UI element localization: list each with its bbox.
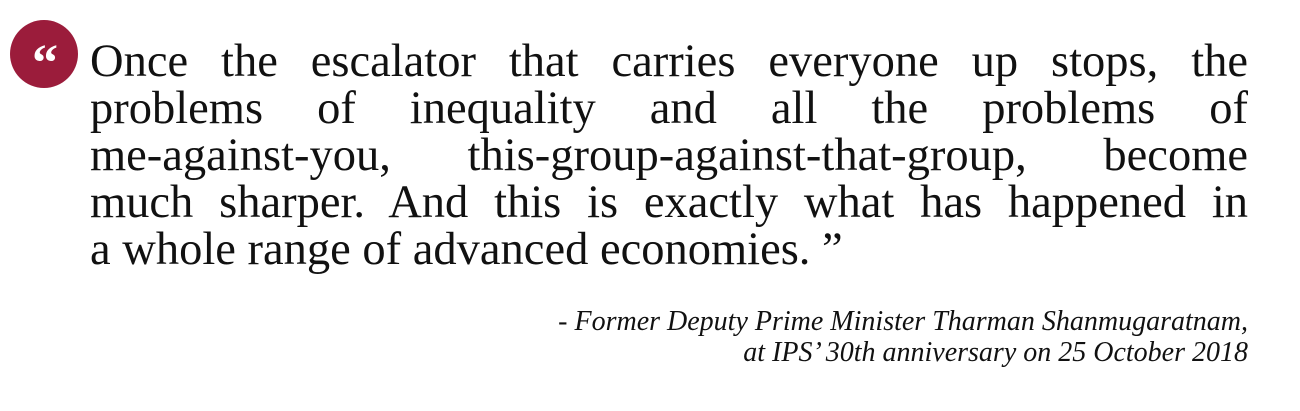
quote-line: a whole range of advanced economies. ” <box>90 224 843 275</box>
quote-line: much sharper. And this is exactly what h… <box>90 177 1248 228</box>
quote-text: Once the escalator that carries everyone… <box>90 38 1248 273</box>
quote-badge: “ <box>10 20 78 92</box>
attribution: - Former Deputy Prime Minister Tharman S… <box>558 306 1248 368</box>
attribution-event: at IPS’ 30th anniversary on 25 October 2… <box>743 337 1248 368</box>
open-quote-icon: “ <box>32 35 58 92</box>
quote-line: problems of inequality and all the probl… <box>90 83 1248 134</box>
attribution-speaker: - Former Deputy Prime Minister Tharman S… <box>558 306 1248 337</box>
quote-line: me-against-you, this-group-against-that-… <box>90 130 1248 181</box>
quote-line: Once the escalator that carries everyone… <box>90 36 1248 87</box>
